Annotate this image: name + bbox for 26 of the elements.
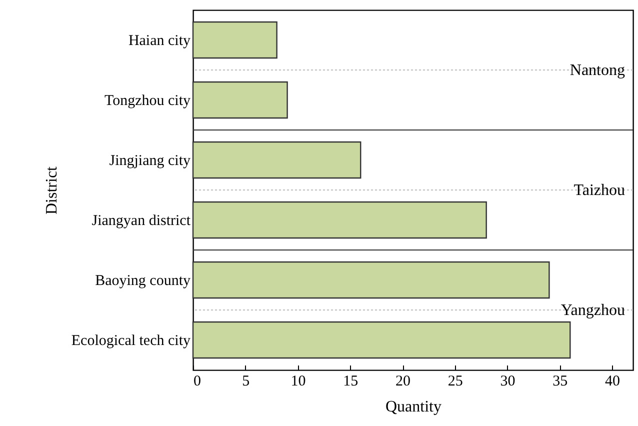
bar — [192, 261, 550, 299]
y-tick-label: Tongzhou city — [104, 93, 191, 109]
bar — [192, 21, 278, 59]
annotation: Yangzhou — [560, 302, 625, 319]
x-tick-label: 15 — [343, 374, 358, 390]
bar — [192, 81, 288, 119]
y-tick-label: Haian city — [128, 33, 191, 49]
x-tick-label: 35 — [552, 374, 568, 390]
y-tick-label: Baoying county — [95, 273, 191, 289]
annotation: Nantong — [570, 62, 625, 79]
x-tick-label: 25 — [448, 374, 463, 390]
x-tick-label: 30 — [500, 374, 516, 390]
x-tick-label: 0 — [194, 374, 201, 390]
y-axis-title: District — [43, 166, 60, 214]
annotation: Taizhou — [574, 182, 625, 199]
x-tick-label: 20 — [396, 374, 411, 390]
bar — [192, 141, 362, 179]
y-tick-label: Jiangyan district — [92, 213, 192, 229]
bar — [192, 201, 487, 239]
y-tick-label: Jingjiang city — [109, 153, 191, 169]
y-tick-label: Ecological tech city — [71, 333, 191, 349]
x-axis-title: Quantity — [386, 398, 442, 416]
bar — [192, 321, 571, 359]
x-tick-label: 5 — [242, 374, 250, 390]
x-tick-label: 40 — [605, 374, 620, 390]
x-tick-label: 10 — [290, 374, 306, 390]
